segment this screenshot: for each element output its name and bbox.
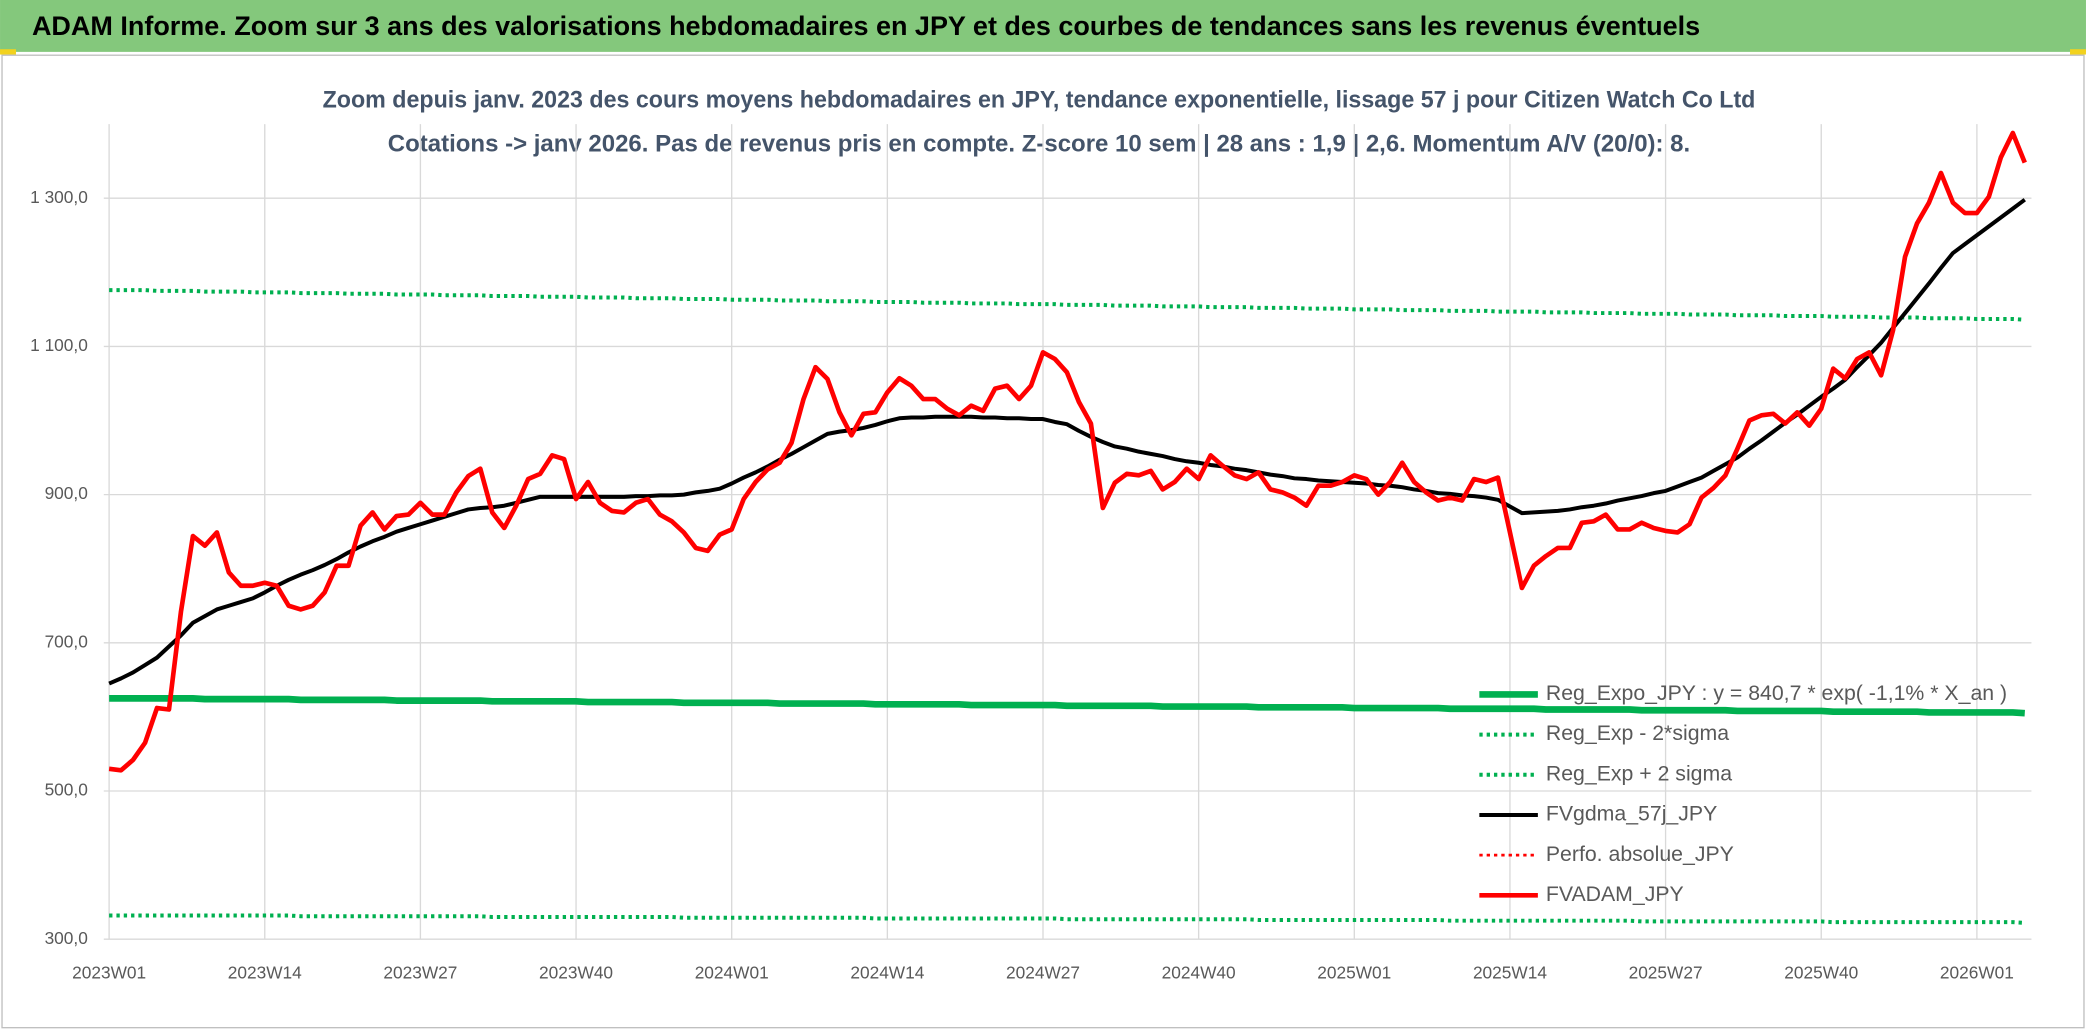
y-tick-label: 1 100,0 xyxy=(30,335,88,355)
chart-frame xyxy=(1,54,2085,1029)
x-tick-label: 2024W01 xyxy=(695,962,769,982)
x-tick-label: 2025W27 xyxy=(1629,962,1703,982)
x-tick-label: 2023W14 xyxy=(228,962,302,982)
legend-label: FVADAM_JPY xyxy=(1546,882,1684,906)
legend-label: Reg_Exp + 2 sigma xyxy=(1546,761,1732,785)
series-line xyxy=(108,130,2027,773)
plot-area: 300,0 500,0 700,0 900,0 1 100,0 1 300,0 2023W0… xyxy=(30,124,2032,982)
corner-mark xyxy=(0,49,16,55)
y-tick-label: 300,0 xyxy=(45,928,88,948)
x-tick-label: 2023W27 xyxy=(383,962,457,982)
x-tick-label: 2024W27 xyxy=(1006,962,1080,982)
x-tick-label: 2025W14 xyxy=(1473,962,1547,982)
y-tick-label: 1 300,0 xyxy=(30,187,88,207)
x-tick-label: 2024W14 xyxy=(850,962,924,982)
legend-label: FVgdma_57j_JPY xyxy=(1546,802,1717,826)
header-band xyxy=(0,0,2086,52)
x-tick-label: 2025W40 xyxy=(1784,962,1858,982)
chart-subtitle: Cotations -> janv 2026. Pas de revenus p… xyxy=(388,130,1690,157)
y-tick-label: 500,0 xyxy=(45,780,88,800)
x-tick-label: 2023W01 xyxy=(72,962,146,982)
x-tick-label: 2026W01 xyxy=(1940,962,2014,982)
legend-label: Reg_Expo_JPY : y = 840,7 * exp( -1,1% * … xyxy=(1546,681,2007,705)
chart-subtitle: Zoom depuis janv. 2023 des cours moyens … xyxy=(323,86,1756,113)
y-tick-label: 700,0 xyxy=(45,631,88,651)
series-line xyxy=(109,695,2025,717)
series-line xyxy=(109,913,2025,925)
series-line xyxy=(108,198,2026,686)
x-tick-label: 2023W40 xyxy=(539,962,613,982)
legend-label: Reg_Exp - 2*sigma xyxy=(1546,721,1729,745)
series-line xyxy=(109,288,2025,322)
x-tick-label: 2024W40 xyxy=(1162,962,1236,982)
page-title: ADAM Informe. Zoom sur 3 ans des valoris… xyxy=(32,11,1700,41)
x-tick-label: 2025W01 xyxy=(1317,962,1391,982)
corner-mark xyxy=(2070,49,2086,55)
legend-label: Perfo. absolue_JPY xyxy=(1546,842,1734,866)
y-tick-label: 900,0 xyxy=(45,483,88,503)
